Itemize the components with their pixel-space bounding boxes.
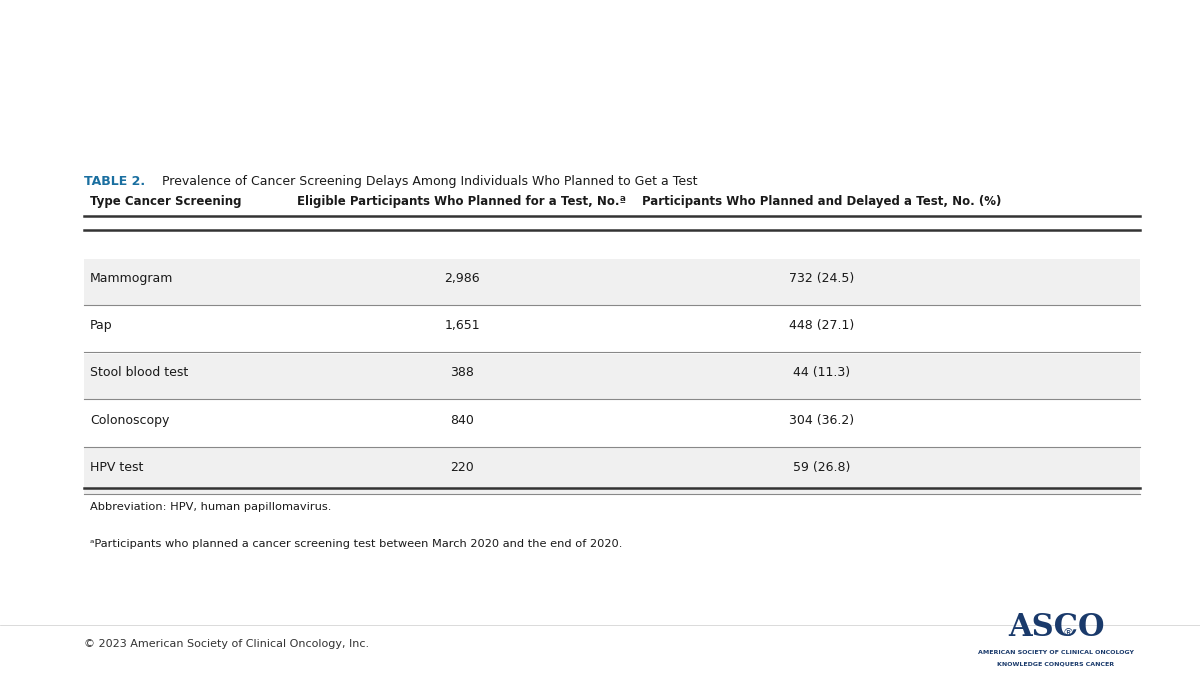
Text: 2,986: 2,986 [444, 272, 480, 285]
Text: ASCO: ASCO [1008, 612, 1104, 643]
Text: 840: 840 [450, 414, 474, 427]
Text: TABLE 2.: TABLE 2. [84, 175, 145, 188]
Text: Stool blood test: Stool blood test [90, 367, 188, 379]
Text: Pap: Pap [90, 319, 113, 332]
FancyBboxPatch shape [84, 306, 1140, 352]
Text: Colonoscopy: Colonoscopy [90, 414, 169, 427]
Text: 388: 388 [450, 367, 474, 379]
Text: Mammogram: Mammogram [90, 272, 173, 285]
FancyBboxPatch shape [84, 448, 1140, 494]
Text: Clinical Oncology®: Clinical Oncology® [42, 70, 344, 101]
Text: AMERICAN SOCIETY OF CLINICAL ONCOLOGY: AMERICAN SOCIETY OF CLINICAL ONCOLOGY [978, 650, 1134, 655]
FancyBboxPatch shape [84, 401, 1140, 447]
Text: of: of [178, 22, 217, 53]
Text: 59 (26.8): 59 (26.8) [793, 461, 851, 474]
Text: KNOWLEDGE CONQUERS CANCER: KNOWLEDGE CONQUERS CANCER [997, 662, 1115, 666]
Text: Eligible Participants Who Planned for a Test, No.ª: Eligible Participants Who Planned for a … [298, 195, 626, 208]
Text: HPV test: HPV test [90, 461, 143, 474]
Text: © 2023 American Society of Clinical Oncology, Inc.: © 2023 American Society of Clinical Onco… [84, 639, 370, 649]
Text: 220: 220 [450, 461, 474, 474]
FancyBboxPatch shape [84, 354, 1140, 400]
Text: Prevalence of Cancer Screening Delays Among Individuals Who Planned to Get a Tes: Prevalence of Cancer Screening Delays Am… [162, 175, 697, 188]
Text: 448 (27.1): 448 (27.1) [790, 319, 854, 332]
Text: Journal: Journal [42, 22, 168, 53]
Text: Type Cancer Screening: Type Cancer Screening [90, 195, 241, 208]
Text: ᵃParticipants who planned a cancer screening test between March 2020 and the end: ᵃParticipants who planned a cancer scree… [90, 539, 623, 549]
Text: 732 (24.5): 732 (24.5) [790, 272, 854, 285]
Text: Participants Who Planned and Delayed a Test, No. (%): Participants Who Planned and Delayed a T… [642, 195, 1002, 208]
Text: ®: ® [1062, 628, 1073, 638]
Text: 1,651: 1,651 [444, 319, 480, 332]
Text: 304 (36.2): 304 (36.2) [790, 414, 854, 427]
Text: Abbreviation: HPV, human papillomavirus.: Abbreviation: HPV, human papillomavirus. [90, 502, 331, 512]
Text: 44 (11.3): 44 (11.3) [793, 367, 851, 379]
FancyBboxPatch shape [84, 259, 1140, 304]
